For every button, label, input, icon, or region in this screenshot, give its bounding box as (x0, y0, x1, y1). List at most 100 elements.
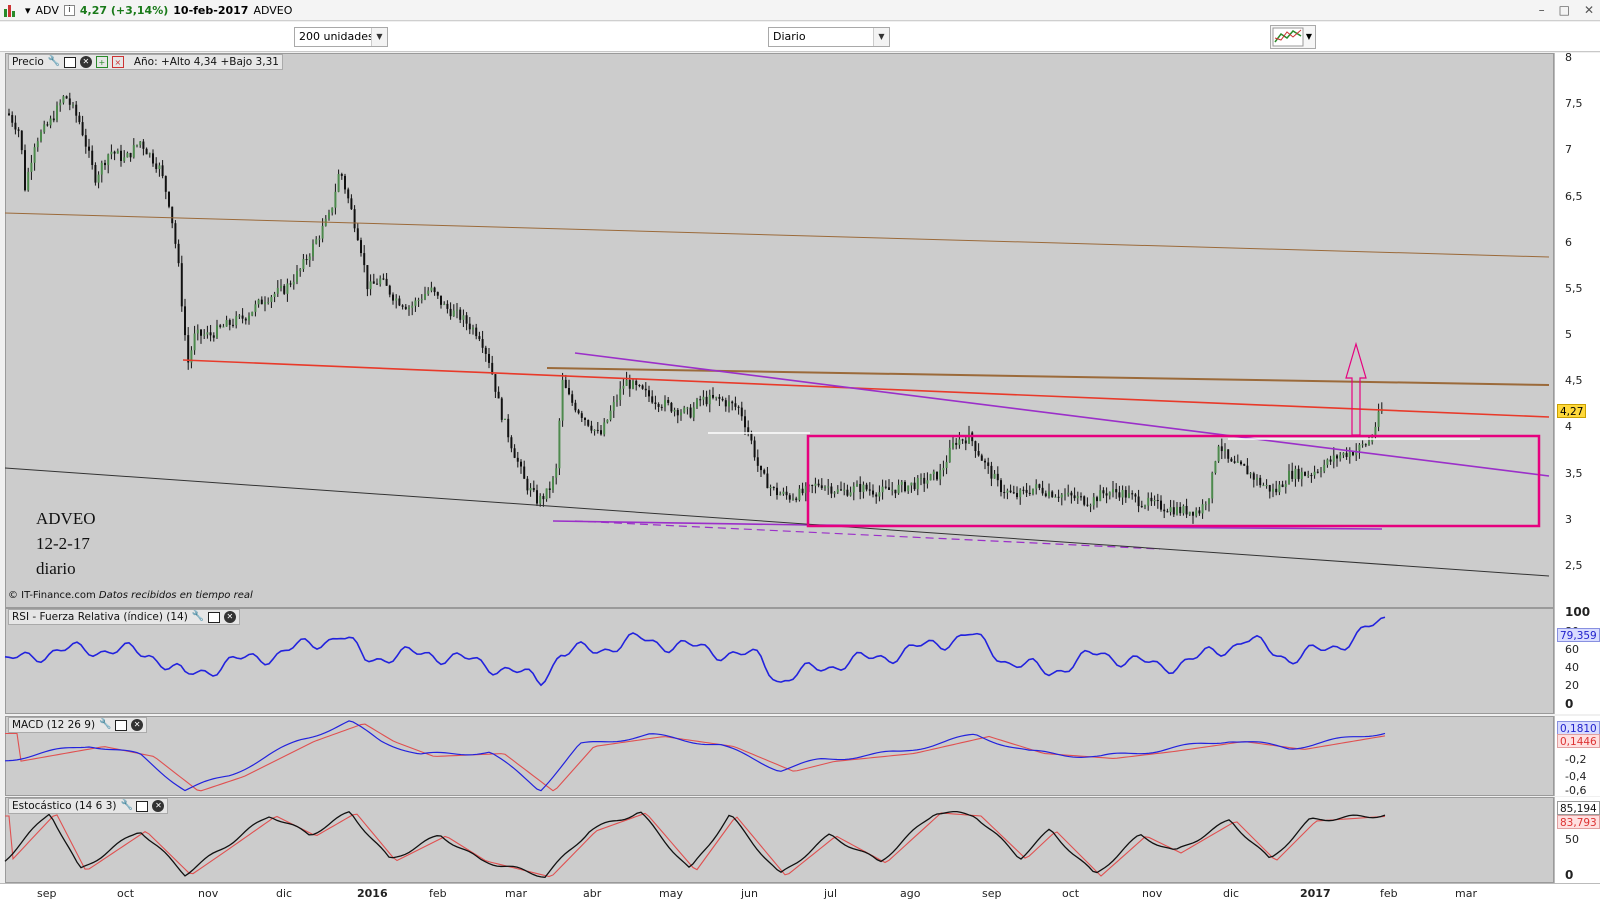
candle-body (603, 422, 606, 435)
candle-body (1144, 505, 1146, 507)
macd-panel-header: MACD (12 26 9) 🔧 ✕ (8, 717, 148, 733)
units-select[interactable]: 200 unidades ▼ (294, 27, 388, 47)
candle-body (558, 420, 561, 469)
candle-body (20, 130, 23, 151)
candle-body (747, 427, 750, 433)
candle-body (235, 316, 238, 326)
maximize-icon[interactable]: □ (1558, 3, 1570, 17)
candle-body (1019, 489, 1022, 498)
wrench-icon[interactable]: 🔧 (47, 56, 61, 67)
period-select[interactable]: Diario ▼ (768, 27, 890, 47)
candle-body (340, 174, 343, 176)
macd-panel[interactable] (5, 716, 1554, 796)
wrench-icon[interactable]: 🔧 (191, 611, 205, 622)
wrench-icon[interactable]: 🔧 (120, 800, 133, 811)
close-icon[interactable]: ✕ (79, 56, 92, 68)
candle-body (209, 332, 212, 336)
candle-body (776, 487, 778, 496)
candle-body (11, 115, 14, 123)
window-icon[interactable] (207, 611, 220, 623)
candle-body (1169, 507, 1172, 512)
candle-body (785, 491, 788, 496)
symbol-label: ADV (35, 3, 59, 17)
candle-body (641, 385, 644, 389)
candle-body (132, 145, 135, 158)
axis-tick-label: 2,5 (1565, 559, 1583, 572)
candle-body (1105, 493, 1108, 496)
candle-body (107, 154, 110, 166)
wrench-icon[interactable]: 🔧 (99, 719, 112, 730)
add-indicator-icon[interactable]: + (95, 56, 108, 68)
candle-body (1284, 484, 1287, 488)
candle-body (395, 298, 398, 301)
rsi-axis: 100806040200 (1554, 605, 1600, 714)
candle-body (88, 146, 90, 151)
candle-body (491, 362, 494, 375)
annotation-line: ADVEO (36, 509, 96, 528)
candle-body (1025, 489, 1028, 493)
candle-body (72, 104, 74, 106)
axis-tick-label: 4 (1565, 420, 1572, 434)
window-icon[interactable] (63, 56, 76, 68)
candle-body (315, 239, 318, 244)
candle-body (289, 283, 292, 285)
candle-body (891, 489, 894, 491)
close-icon[interactable]: ✕ (131, 719, 144, 731)
minimize-icon[interactable]: – (1538, 3, 1545, 17)
candle-body (1048, 491, 1050, 497)
candle-body (1057, 496, 1060, 498)
chevron-down-icon[interactable]: ▼ (873, 28, 889, 46)
candle-body (113, 151, 116, 154)
range-box (806, 434, 1541, 528)
candle-body (14, 122, 17, 130)
candle-body (180, 263, 183, 307)
candle-body (817, 483, 820, 486)
candle-body (337, 174, 340, 192)
candle-body (1086, 504, 1089, 506)
candle-body (65, 96, 68, 99)
candle-body (424, 293, 426, 300)
candle-body (129, 152, 132, 158)
chevron-down-icon[interactable]: ▼ (1305, 32, 1313, 41)
candle-body (571, 394, 574, 403)
candle-body (1339, 455, 1342, 459)
candle-body (1377, 411, 1380, 427)
candle-body (1233, 461, 1236, 463)
candle-body (1342, 452, 1345, 456)
remove-indicator-icon[interactable]: × (111, 56, 124, 68)
candle-body (430, 287, 433, 291)
candle-body (1006, 490, 1009, 493)
candle-body (536, 490, 538, 504)
candle-body (161, 165, 164, 177)
price-panel[interactable] (5, 53, 1554, 608)
candle-body (628, 379, 631, 389)
candle-body (1316, 471, 1319, 473)
rsi-panel[interactable] (5, 608, 1554, 714)
candle-body (299, 269, 302, 271)
window-icon[interactable] (115, 719, 128, 731)
close-icon[interactable]: ✕ (152, 800, 165, 812)
close-icon[interactable]: ✕ (1583, 3, 1594, 17)
candle-body (196, 329, 199, 334)
candle-body (363, 253, 366, 266)
candle-body (292, 281, 295, 285)
source-text: © IT-Finance.com (8, 590, 96, 601)
candle-body (459, 309, 462, 320)
candle-body (155, 163, 158, 170)
candle-body (856, 483, 858, 487)
dropdown-arrow-icon[interactable]: ▾ (25, 3, 31, 17)
candle-body (792, 498, 794, 500)
long-support-line (4, 467, 1550, 577)
candle-body (1038, 484, 1041, 488)
chart-type-button[interactable]: ▼ (1270, 25, 1316, 49)
candle-body (408, 307, 410, 310)
chevron-down-icon[interactable]: ▼ (371, 28, 387, 46)
candle-body (1192, 511, 1194, 516)
window-icon[interactable] (136, 800, 149, 812)
candle-body (145, 148, 148, 155)
candle-body (932, 471, 935, 475)
info-icon[interactable]: i (63, 4, 75, 16)
candle-body (110, 151, 113, 155)
close-icon[interactable]: ✕ (223, 611, 236, 623)
candle-body (555, 468, 558, 478)
